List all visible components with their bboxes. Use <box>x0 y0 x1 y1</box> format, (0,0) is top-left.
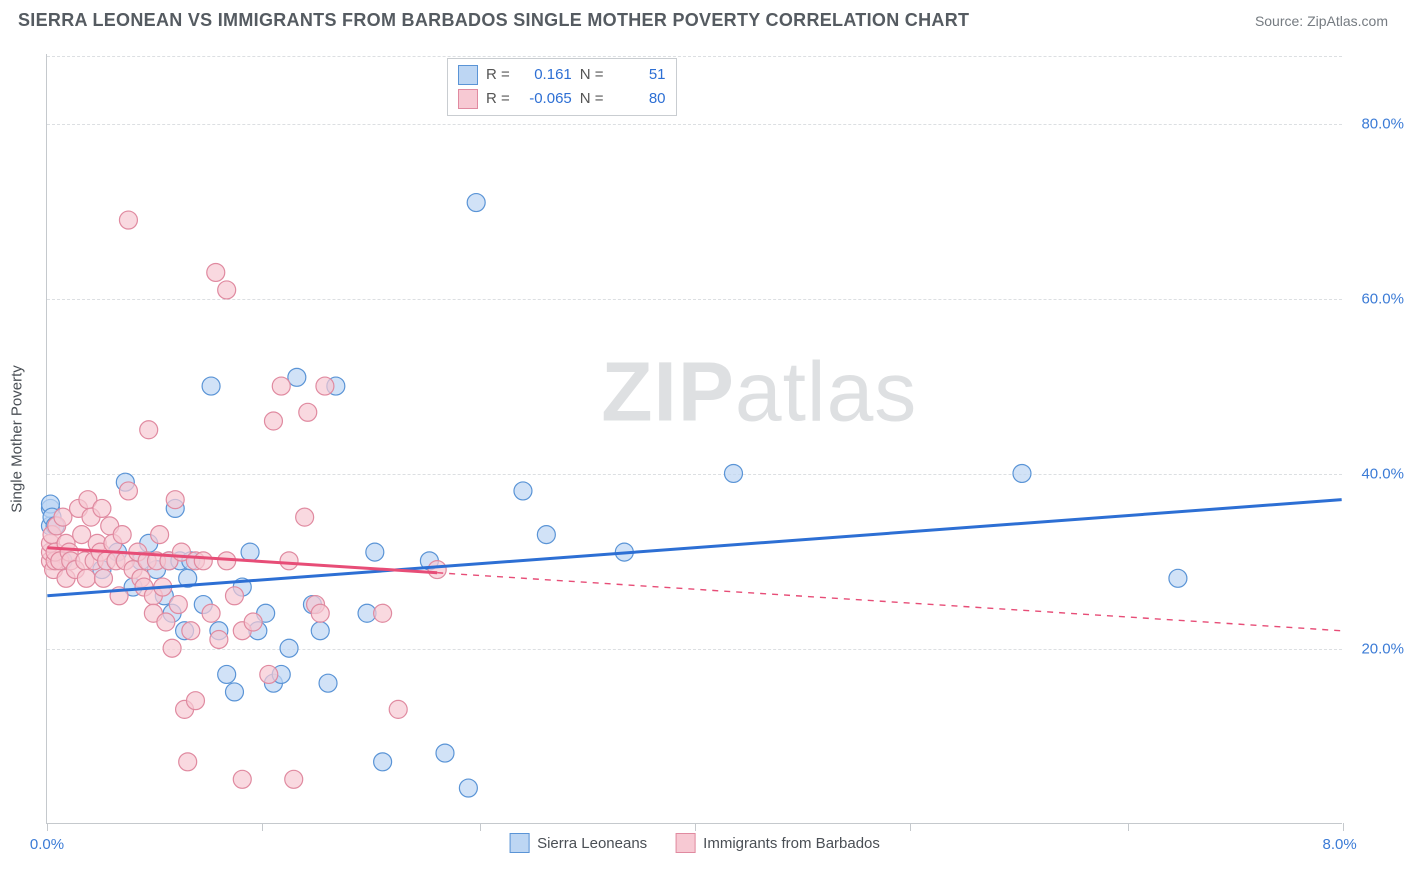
data-point <box>140 421 158 439</box>
data-point <box>207 263 225 281</box>
data-point <box>299 403 317 421</box>
r-value: -0.065 <box>518 87 572 111</box>
x-tick <box>695 823 696 831</box>
data-point <box>311 622 329 640</box>
stats-row: R = 0.161 N = 51 <box>458 63 666 87</box>
r-label: R = <box>486 87 510 111</box>
x-tick-label: 0.0% <box>30 836 64 853</box>
data-point <box>210 631 228 649</box>
data-point <box>319 674 337 692</box>
x-tick-label: 8.0% <box>1322 836 1356 853</box>
data-point <box>119 482 137 500</box>
data-point <box>163 639 181 657</box>
data-point <box>93 499 111 517</box>
y-tick-label: 80.0% <box>1348 116 1404 133</box>
y-tick-label: 20.0% <box>1348 641 1404 658</box>
legend-label: Immigrants from Barbados <box>703 835 880 852</box>
x-tick <box>1343 823 1344 831</box>
trend-line <box>47 500 1341 596</box>
data-point <box>202 377 220 395</box>
data-point <box>94 569 112 587</box>
data-point <box>428 561 446 579</box>
data-point <box>288 368 306 386</box>
chart-plot-area: Single Mother Poverty 20.0%40.0%60.0%80.… <box>46 54 1342 824</box>
n-label: N = <box>580 87 604 111</box>
data-point <box>73 526 91 544</box>
data-point <box>436 744 454 762</box>
n-label: N = <box>580 63 604 87</box>
data-point <box>316 377 334 395</box>
legend-item: Sierra Leoneans <box>509 833 647 853</box>
data-point <box>374 753 392 771</box>
x-tick <box>910 823 911 831</box>
data-point <box>280 552 298 570</box>
series-swatch <box>458 65 478 85</box>
data-point <box>119 211 137 229</box>
data-point <box>157 613 175 631</box>
data-point <box>537 526 555 544</box>
data-point <box>459 779 477 797</box>
n-value: 80 <box>612 87 666 111</box>
data-point <box>186 692 204 710</box>
x-tick <box>1128 823 1129 831</box>
n-value: 51 <box>612 63 666 87</box>
data-point <box>225 587 243 605</box>
data-point <box>1013 464 1031 482</box>
data-point <box>218 281 236 299</box>
y-axis-label: Single Mother Poverty <box>9 365 26 513</box>
data-point <box>182 622 200 640</box>
legend-item: Immigrants from Barbados <box>675 833 880 853</box>
data-point <box>264 412 282 430</box>
scatter-plot-svg <box>47 54 1342 823</box>
data-point <box>166 491 184 509</box>
data-point <box>54 508 72 526</box>
data-point <box>285 770 303 788</box>
data-point <box>280 639 298 657</box>
y-tick-label: 60.0% <box>1348 291 1404 308</box>
data-point <box>389 700 407 718</box>
data-point <box>366 543 384 561</box>
series-swatch <box>509 833 529 853</box>
data-point <box>374 604 392 622</box>
legend-label: Sierra Leoneans <box>537 835 647 852</box>
correlation-stats-box: R = 0.161 N = 51 R = -0.065 N = 80 <box>447 58 677 116</box>
legend: Sierra Leoneans Immigrants from Barbados <box>509 833 880 853</box>
r-label: R = <box>486 63 510 87</box>
stats-row: R = -0.065 N = 80 <box>458 87 666 111</box>
chart-title: SIERRA LEONEAN VS IMMIGRANTS FROM BARBAD… <box>18 10 969 31</box>
data-point <box>151 526 169 544</box>
data-point <box>113 526 131 544</box>
data-point <box>467 194 485 212</box>
x-tick <box>262 823 263 831</box>
y-tick-label: 40.0% <box>1348 466 1404 483</box>
data-point <box>241 543 259 561</box>
data-point <box>311 604 329 622</box>
data-point <box>233 770 251 788</box>
r-value: 0.161 <box>518 63 572 87</box>
data-point <box>202 604 220 622</box>
x-tick <box>480 823 481 831</box>
data-point <box>218 665 236 683</box>
data-point <box>260 665 278 683</box>
data-point <box>77 569 95 587</box>
data-point <box>169 596 187 614</box>
data-point <box>724 464 742 482</box>
data-point <box>225 683 243 701</box>
data-point <box>514 482 532 500</box>
data-point <box>179 753 197 771</box>
data-point <box>272 377 290 395</box>
series-swatch <box>675 833 695 853</box>
data-point <box>1169 569 1187 587</box>
series-swatch <box>458 89 478 109</box>
source-attribution: Source: ZipAtlas.com <box>1255 13 1388 29</box>
data-point <box>296 508 314 526</box>
data-point <box>244 613 262 631</box>
x-tick <box>47 823 48 831</box>
data-point <box>194 552 212 570</box>
trend-line-extrapolated <box>437 573 1341 631</box>
